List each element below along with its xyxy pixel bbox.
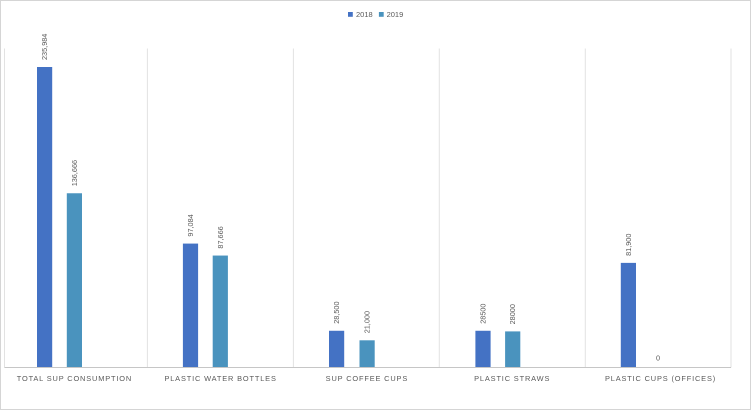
svg-text:81,900: 81,900 bbox=[624, 234, 633, 256]
svg-text:21,000: 21,000 bbox=[363, 311, 372, 333]
svg-text:SUP COFFEE CUPS: SUP COFFEE CUPS bbox=[326, 374, 408, 383]
svg-text:TOTAL SUP CONSUMPTION: TOTAL SUP CONSUMPTION bbox=[17, 374, 132, 383]
svg-text:235,984: 235,984 bbox=[40, 34, 49, 60]
svg-text:87,666: 87,666 bbox=[216, 226, 225, 248]
svg-text:97,084: 97,084 bbox=[186, 214, 195, 236]
svg-text:136,666: 136,666 bbox=[70, 160, 79, 186]
svg-text:28,500: 28,500 bbox=[332, 301, 341, 323]
svg-text:2018: 2018 bbox=[356, 10, 373, 19]
svg-text:2019: 2019 bbox=[387, 10, 404, 19]
svg-text:0: 0 bbox=[656, 354, 660, 363]
svg-text:PLASTIC CUPS (OFFICES): PLASTIC CUPS (OFFICES) bbox=[605, 374, 716, 383]
svg-text:PLASTIC STRAWS: PLASTIC STRAWS bbox=[474, 374, 550, 383]
svg-text:28000: 28000 bbox=[508, 304, 517, 324]
svg-text:28500: 28500 bbox=[479, 304, 488, 324]
svg-text:PLASTIC WATER BOTTLES: PLASTIC WATER BOTTLES bbox=[164, 374, 276, 383]
